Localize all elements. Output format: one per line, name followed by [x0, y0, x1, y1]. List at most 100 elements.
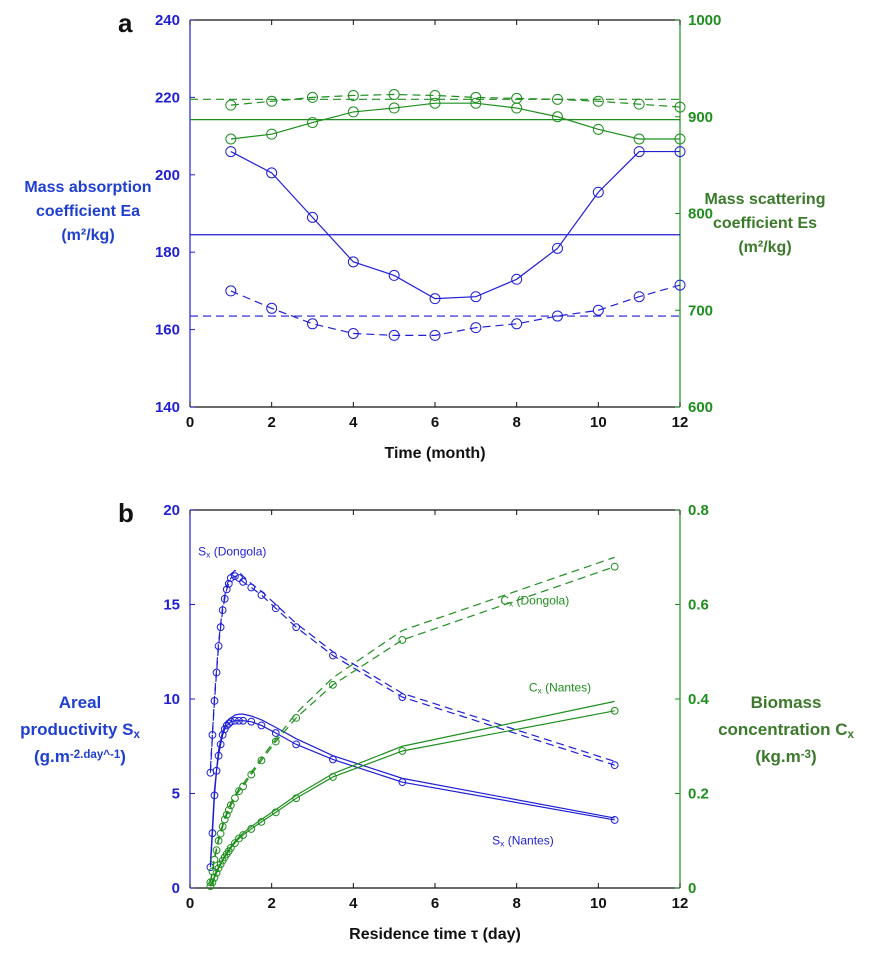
data-point [470, 91, 482, 103]
y2-tick-label: 900 [688, 109, 713, 126]
data-point [239, 716, 247, 725]
y2-tick-label: 600 [688, 399, 713, 416]
data-point [610, 816, 619, 824]
panel-label: b [118, 498, 134, 528]
y-axis-label: coefficient Ea [36, 203, 140, 220]
y2-axis-label: coefficient Es [713, 215, 817, 232]
x-axis-label: Residence time τ (day) [349, 926, 521, 943]
data-point [347, 89, 359, 101]
data-point [592, 304, 604, 316]
x-tick-label: 4 [349, 895, 358, 912]
y-axis-label: productivity Sx [20, 720, 140, 741]
data-point [511, 318, 523, 330]
data-point [216, 829, 225, 838]
data-point [266, 128, 278, 140]
data-point [208, 878, 217, 887]
data-point [633, 133, 645, 145]
data-point [633, 146, 645, 158]
data-point [610, 706, 619, 715]
y2-tick-label: 700 [688, 302, 713, 319]
data-point [212, 846, 221, 855]
data-point [212, 868, 221, 877]
data-point [552, 310, 563, 322]
data-point [347, 327, 359, 339]
x-tick-label: 0 [186, 414, 194, 431]
data-point [347, 106, 359, 118]
data-point [429, 89, 441, 101]
data-point [429, 97, 441, 109]
data-point [235, 787, 243, 796]
x-tick-label: 6 [431, 895, 439, 912]
y2-axis-label: (kg.m-3) [755, 747, 816, 766]
x-tick-label: 2 [267, 414, 275, 431]
y-axis-label: (m²/kg) [61, 227, 114, 244]
data-point [292, 740, 301, 749]
data-point [388, 102, 400, 114]
data-point [398, 636, 407, 644]
data-point [511, 273, 523, 285]
y2-tick-label: 1000 [688, 12, 721, 29]
data-point [552, 242, 563, 254]
data-point [220, 815, 229, 824]
data-point [231, 572, 239, 581]
series-line-blue-dashed [209, 569, 615, 769]
y-tick-label: 0 [172, 880, 180, 897]
x-tick-label: 0 [186, 895, 194, 912]
data-point [271, 737, 280, 746]
data-point [307, 211, 318, 223]
x-tick-label: 2 [267, 895, 275, 912]
data-point [235, 716, 243, 725]
y-tick-label: 15 [163, 597, 180, 614]
y-tick-label: 5 [172, 786, 180, 803]
data-point [266, 167, 278, 179]
data-point [470, 322, 482, 334]
data-point [398, 747, 407, 755]
data-point [266, 95, 278, 107]
series-line-green-solid [209, 710, 615, 887]
y-tick-label: 160 [155, 322, 180, 339]
data-point [239, 577, 247, 586]
data-point [206, 863, 215, 872]
y-tick-label: 240 [155, 12, 180, 29]
data-point [247, 717, 256, 726]
data-point [592, 95, 604, 107]
data-point [347, 256, 359, 268]
x-tick-label: 8 [512, 414, 520, 431]
x-axis-label: Time (month) [384, 445, 485, 462]
y2-tick-label: 0.6 [688, 597, 709, 614]
data-point [470, 291, 482, 303]
y2-axis-label: (m²/kg) [738, 239, 791, 256]
data-point [633, 291, 645, 303]
data-point [329, 680, 337, 689]
series-line-blue-dashed [230, 284, 681, 336]
data-point [307, 318, 318, 330]
data-point [225, 133, 237, 145]
y-tick-label: 20 [163, 502, 180, 519]
series-line-green-dashed [230, 93, 681, 108]
data-point [674, 101, 686, 113]
series-annotation: Cx (Nantes) [529, 680, 591, 695]
data-point [231, 716, 239, 725]
y2-tick-label: 0.4 [688, 691, 710, 708]
y2-tick-label: 0 [688, 880, 696, 897]
data-point [429, 329, 441, 341]
y-axis-label: (g.m-2.day^-1) [34, 747, 126, 766]
data-point [429, 293, 441, 305]
panel-label: a [118, 8, 133, 38]
data-point [592, 186, 604, 198]
data-point [225, 99, 237, 111]
data-point [674, 133, 686, 145]
data-point [292, 623, 301, 632]
y-tick-label: 140 [155, 399, 180, 416]
y2-tick-label: 0.8 [688, 502, 709, 519]
data-point [257, 756, 266, 765]
series-line-blue-solid [209, 720, 615, 868]
data-point [388, 89, 400, 100]
data-point [210, 873, 219, 882]
y2-axis-label: concentration Cx [718, 720, 854, 741]
data-point [592, 123, 604, 135]
data-point [247, 770, 256, 779]
data-point [674, 146, 686, 158]
